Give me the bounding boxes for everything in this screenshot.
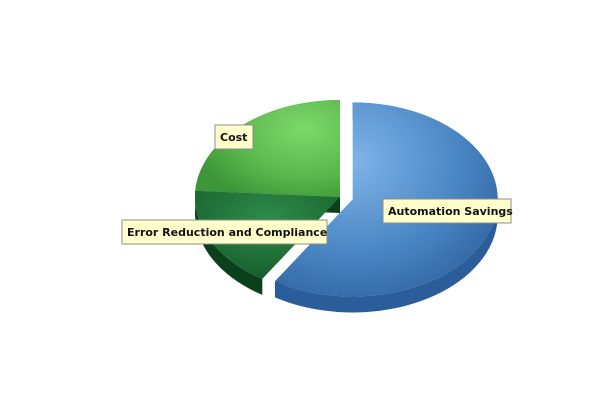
data-label-automation-savings: Automation Savings xyxy=(382,198,513,224)
data-label-cost: Cost xyxy=(214,124,254,150)
data-label-text: Cost xyxy=(220,131,247,144)
slice-cost[interactable] xyxy=(195,100,340,197)
data-label-box xyxy=(382,198,512,224)
data-label-box xyxy=(121,219,328,245)
slice-side-automation-savings xyxy=(274,102,498,313)
data-label-text: Automation Savings xyxy=(388,205,513,218)
data-label-error-reduction-and-compliance: Error Reduction and Compliance xyxy=(121,219,328,245)
pie-labels: Automation Savings Error Reduction and Co… xyxy=(121,124,513,245)
data-label-box xyxy=(214,124,254,150)
data-label-text: Error Reduction and Compliance xyxy=(127,226,327,239)
